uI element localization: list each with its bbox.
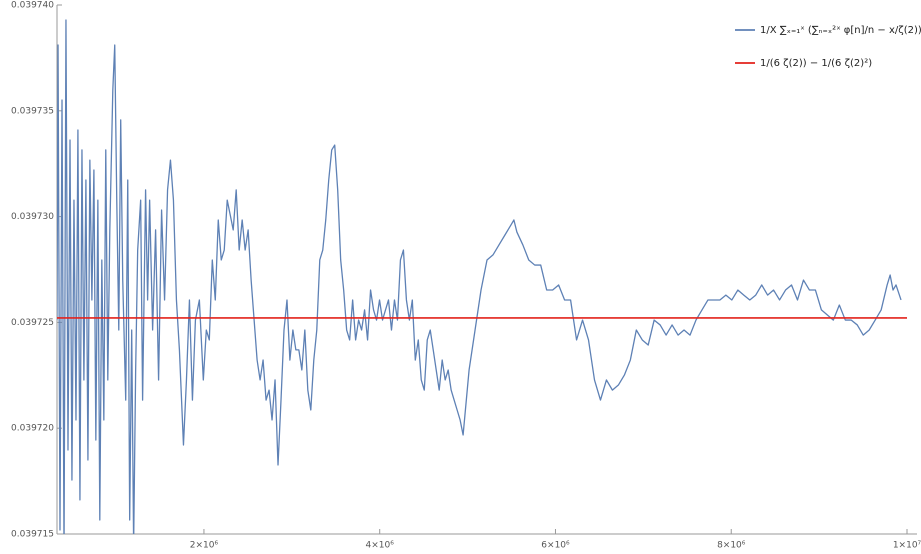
- series-line: [57, 19, 902, 534]
- y-tick-label: 0.039740: [11, 1, 54, 11]
- y-tick-label: 0.039720: [11, 424, 54, 434]
- y-tick-label: 0.039715: [11, 530, 54, 540]
- x-tick-label: 6×10⁶: [541, 541, 570, 551]
- x-tick-label: 1×10⁷: [893, 541, 921, 551]
- legend-label: 1/(6 ζ(2)) − 1/(6 ζ(2)²): [760, 58, 872, 69]
- legend-label: 1/X ∑ₓ₌₁ˣ (∑ₙ₌ₓ²ˣ φ[n]/n − x/ζ(2))²: [760, 25, 921, 36]
- y-tick-label: 0.039725: [11, 318, 54, 328]
- x-tick-label: 8×10⁶: [717, 541, 746, 551]
- plot-area: [57, 19, 907, 534]
- y-tick-label: 0.039730: [11, 212, 54, 222]
- x-tick-label: 2×10⁶: [190, 541, 219, 551]
- y-tick-label: 0.039735: [11, 106, 54, 116]
- x-tick-label: 4×10⁶: [366, 541, 395, 551]
